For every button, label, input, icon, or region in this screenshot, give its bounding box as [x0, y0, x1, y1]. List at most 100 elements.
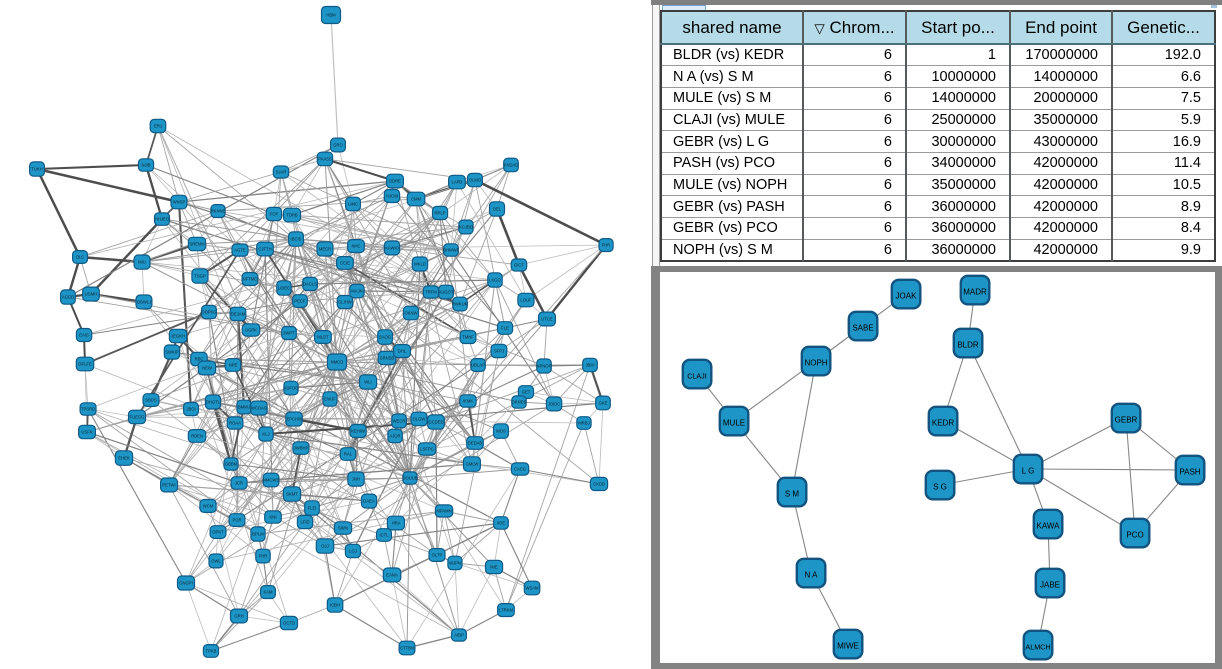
svg-text:AGTE: AGTE	[234, 248, 246, 253]
svg-text:OKNW: OKNW	[404, 311, 417, 316]
svg-text:POR: POR	[232, 518, 241, 523]
svg-text:ERJ: ERJ	[154, 124, 162, 129]
svg-text:EPCHM: EPCHM	[286, 417, 302, 422]
svg-text:MULE: MULE	[723, 418, 745, 427]
svg-text:FLEI: FLEI	[308, 506, 317, 511]
svg-text:S G: S G	[933, 482, 947, 491]
svg-text:LTRKM: LTRKM	[499, 608, 513, 613]
svg-text:SFPJ: SFPJ	[494, 349, 504, 354]
svg-text:DACLS: DACLS	[303, 282, 317, 287]
svg-text:PETWI: PETWI	[162, 483, 175, 488]
svg-text:OHMWF: OHMWF	[443, 248, 460, 253]
svg-text:MLDT: MLDT	[317, 335, 329, 340]
svg-text:PECF: PECF	[294, 299, 306, 304]
svg-text:DAEA: DAEA	[363, 499, 375, 504]
svg-text:RKNNE: RKNNE	[211, 209, 226, 214]
svg-text:OCTD: OCTD	[283, 621, 295, 626]
svg-text:LFID: LFID	[300, 520, 309, 525]
svg-text:EHEK: EHEK	[118, 456, 130, 461]
svg-text:CLAJI: CLAJI	[687, 371, 707, 380]
svg-text:CLIHW: CLIHW	[338, 300, 352, 305]
svg-text:UGPK: UGPK	[245, 328, 257, 333]
svg-text:SABE: SABE	[852, 323, 873, 332]
svg-text:S M: S M	[785, 489, 800, 498]
svg-text:WNSP: WNSP	[173, 200, 186, 205]
svg-text:CCIE: CCIE	[340, 261, 350, 266]
svg-text:OWL: OWL	[211, 559, 221, 564]
svg-text:UGMH: UGMH	[85, 292, 98, 297]
svg-text:MADR: MADR	[963, 287, 987, 296]
svg-text:NHC: NHC	[351, 244, 360, 249]
svg-text:WLI: WLI	[364, 380, 371, 385]
svg-text:OLMO: OLMO	[469, 178, 482, 183]
svg-text:RBC: RBC	[195, 357, 204, 362]
svg-text:NMCO: NMCO	[331, 360, 345, 365]
svg-text:SWN: SWN	[338, 526, 348, 531]
svg-text:WSAM: WSAM	[525, 586, 539, 591]
svg-text:DHGTL: DHGTL	[206, 400, 221, 405]
svg-text:DDRE: DDRE	[389, 179, 401, 184]
svg-text:FCP: FCP	[270, 212, 279, 217]
svg-text:DEDAB: DEDAB	[468, 441, 483, 446]
svg-text:GRO: GRO	[333, 143, 343, 148]
svg-text:TSGP: TSGP	[194, 274, 206, 279]
svg-text:LKGO: LKGO	[489, 278, 501, 283]
svg-text:GCDED: GCDED	[428, 420, 443, 425]
svg-text:MOS: MOS	[496, 429, 506, 434]
svg-text:OPKT: OPKT	[212, 530, 224, 535]
svg-text:LAPD: LAPD	[452, 180, 463, 185]
svg-text:LIMC: LIMC	[348, 202, 358, 207]
svg-text:CKDB: CKDB	[593, 482, 605, 487]
svg-text:AIBP: AIBP	[454, 633, 464, 638]
svg-text:GBBM: GBBM	[225, 462, 238, 467]
svg-text:ADFOO: ADFOO	[284, 386, 300, 391]
svg-text:KCJBD: KCJBD	[459, 225, 473, 230]
svg-text:DEJAM: DEJAM	[231, 312, 246, 317]
svg-text:OLC: OLC	[76, 255, 85, 260]
svg-text:EANA: EANA	[386, 573, 398, 578]
svg-text:SAOG: SAOG	[379, 335, 391, 340]
svg-text:SBOS: SBOS	[145, 398, 157, 403]
svg-text:MKLD: MKLD	[414, 262, 426, 267]
svg-text:GMLW: GMLW	[466, 462, 479, 467]
svg-text:TUKH: TUKH	[31, 167, 42, 172]
svg-text:IBCIS: IBCIS	[291, 237, 302, 242]
svg-text:NEW: NEW	[202, 366, 212, 371]
svg-text:NPE: NPE	[229, 363, 238, 368]
svg-text:OLGW: OLGW	[413, 417, 426, 422]
svg-text:KNDAD: KNDAD	[504, 163, 519, 168]
svg-text:DHL: DHL	[398, 349, 407, 354]
svg-text:HRA: HRA	[392, 521, 401, 526]
svg-text:LSFPC: LSFPC	[420, 447, 434, 452]
svg-text:ODPKG: ODPKG	[201, 310, 216, 315]
svg-text:RWKUM: RWKUM	[452, 302, 469, 307]
svg-text:L G: L G	[1022, 466, 1035, 475]
svg-text:OFLFE: OFLFE	[78, 362, 92, 367]
svg-text:UBLAP: UBLAP	[471, 363, 485, 368]
svg-text:ICBH: ICBH	[330, 603, 340, 608]
svg-text:BLDR: BLDR	[957, 340, 979, 349]
svg-text:NOPH: NOPH	[804, 358, 827, 367]
svg-text:BPLM: BPLM	[252, 532, 264, 537]
svg-text:UTCE: UTCE	[541, 317, 553, 322]
svg-text:IMU: IMU	[138, 260, 146, 265]
svg-text:NMCWS: NMCWS	[263, 478, 279, 483]
svg-text:IME: IME	[490, 565, 498, 570]
svg-text:JWBHP: JWBHP	[294, 446, 309, 451]
svg-text:MAJN: MAJN	[351, 289, 362, 294]
svg-text:LGJ: LGJ	[349, 549, 357, 554]
svg-text:MRBJ: MRBJ	[578, 421, 589, 426]
svg-text:CMM: CMM	[411, 197, 422, 202]
svg-text:NJIB: NJIB	[141, 163, 150, 168]
svg-text:PASH: PASH	[1179, 467, 1200, 476]
svg-text:JBIH: JBIH	[585, 363, 594, 368]
svg-text:KAWA: KAWA	[1037, 521, 1061, 530]
svg-text:TPSRD: TPSRD	[81, 407, 95, 412]
svg-text:LOUF: LOUF	[520, 298, 532, 303]
svg-text:KEDR: KEDR	[932, 418, 954, 427]
svg-text:OLTP: OLTP	[432, 553, 443, 558]
svg-text:JCR: JCR	[235, 481, 243, 486]
svg-text:FHR: FHR	[602, 243, 611, 248]
svg-text:RDEN: RDEN	[191, 434, 203, 439]
svg-text:KAM: KAM	[263, 590, 273, 595]
